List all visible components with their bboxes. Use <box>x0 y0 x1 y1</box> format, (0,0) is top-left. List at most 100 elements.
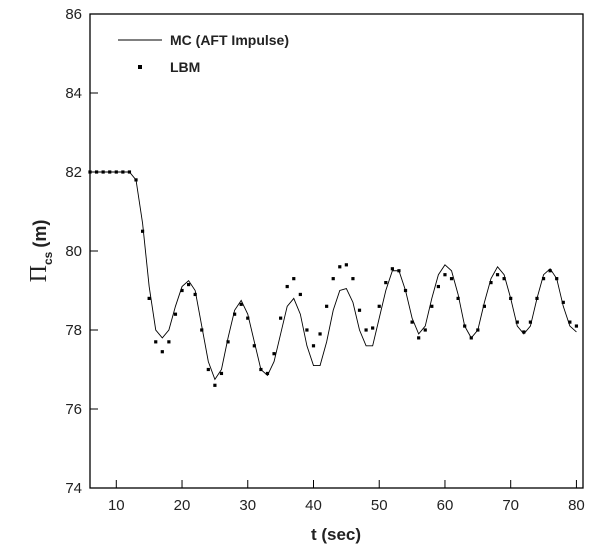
y-axis-label: Πcs (m) <box>26 220 55 283</box>
legend-marker <box>138 65 142 69</box>
data-point <box>561 300 565 304</box>
data-point <box>364 328 368 332</box>
data-point <box>160 350 164 354</box>
data-point <box>476 328 480 332</box>
data-point <box>173 312 178 316</box>
x-tick-label: 20 <box>174 497 191 514</box>
x-tick-label: 80 <box>568 497 585 514</box>
data-point <box>200 328 204 332</box>
data-point <box>482 304 486 308</box>
data-point <box>154 340 158 344</box>
data-point <box>410 320 414 324</box>
data-point <box>403 288 408 293</box>
y-label-unit: (m) <box>30 220 50 248</box>
y-tick-label: 82 <box>65 164 82 181</box>
data-point <box>338 265 342 269</box>
data-point <box>88 170 92 174</box>
data-point <box>397 269 401 273</box>
data-point <box>108 170 112 174</box>
data-point <box>147 296 151 300</box>
x-tick-label: 70 <box>502 497 519 514</box>
data-point <box>331 277 335 281</box>
x-tick-label: 50 <box>371 497 388 514</box>
data-point <box>351 277 355 281</box>
data-point <box>430 304 434 308</box>
y-tick-label: 80 <box>65 243 82 260</box>
data-point <box>265 371 270 376</box>
data-point <box>469 336 473 340</box>
data-point <box>233 312 237 316</box>
data-point <box>193 292 197 297</box>
data-point <box>463 324 467 328</box>
y-tick-label: 74 <box>65 480 82 497</box>
data-point <box>140 229 145 233</box>
data-point <box>371 326 375 330</box>
y-tick-label: 78 <box>65 322 82 339</box>
x-tick-label: 60 <box>437 497 454 514</box>
data-point <box>456 296 460 300</box>
data-point <box>489 281 493 285</box>
legend-label: MC (AFT Impulse) <box>170 32 289 48</box>
data-point <box>226 340 230 344</box>
data-point <box>522 330 526 334</box>
y-tick-label: 86 <box>65 6 82 23</box>
y-tick-label: 76 <box>65 401 82 418</box>
data-point <box>449 277 454 281</box>
plot-frame <box>89 13 584 489</box>
data-point <box>206 367 210 372</box>
data-point <box>180 288 184 293</box>
data-point <box>134 178 138 182</box>
data-point <box>219 371 224 376</box>
data-point <box>305 328 309 332</box>
data-point <box>285 284 289 289</box>
data-point <box>436 284 440 289</box>
x-tick-label: 30 <box>239 497 256 514</box>
data-point <box>509 296 513 300</box>
y-label-subscript: cs <box>41 251 55 265</box>
data-point <box>292 277 296 281</box>
data-point <box>390 267 394 271</box>
x-tick-label: 10 <box>108 497 125 514</box>
data-point <box>528 320 533 324</box>
data-point <box>541 277 546 281</box>
x-axis-label: t (sec) <box>311 525 361 544</box>
data-point <box>114 170 118 174</box>
data-point <box>502 277 506 281</box>
data-point <box>574 324 579 328</box>
data-point <box>495 273 500 277</box>
data-point <box>311 344 316 348</box>
data-point <box>252 344 256 348</box>
data-point <box>443 273 447 277</box>
data-point <box>344 263 348 267</box>
data-point <box>94 170 99 174</box>
data-point <box>298 292 302 297</box>
data-point <box>548 269 552 273</box>
data-point <box>101 170 105 174</box>
data-point <box>187 282 191 287</box>
mc-line <box>90 171 577 381</box>
data-point <box>325 304 329 308</box>
data-point <box>272 352 276 356</box>
x-tick-label: 40 <box>305 497 322 514</box>
data-point <box>515 320 519 324</box>
data-point <box>167 340 171 344</box>
data-point <box>279 316 283 320</box>
data-point <box>318 332 322 336</box>
y-tick-label: 84 <box>65 85 82 102</box>
data-point <box>239 302 243 306</box>
legend-label: LBM <box>170 59 200 75</box>
data-point <box>568 320 572 324</box>
data-point <box>259 367 263 372</box>
data-point <box>377 304 381 308</box>
data-point <box>127 170 132 174</box>
data-point <box>384 281 388 285</box>
data-point <box>535 296 539 300</box>
y-label-symbol: Π <box>26 265 52 282</box>
data-point <box>121 170 125 174</box>
data-point <box>213 383 217 387</box>
data-point <box>555 277 559 281</box>
data-point <box>417 336 421 340</box>
data-point <box>246 316 250 320</box>
data-point <box>423 328 427 332</box>
